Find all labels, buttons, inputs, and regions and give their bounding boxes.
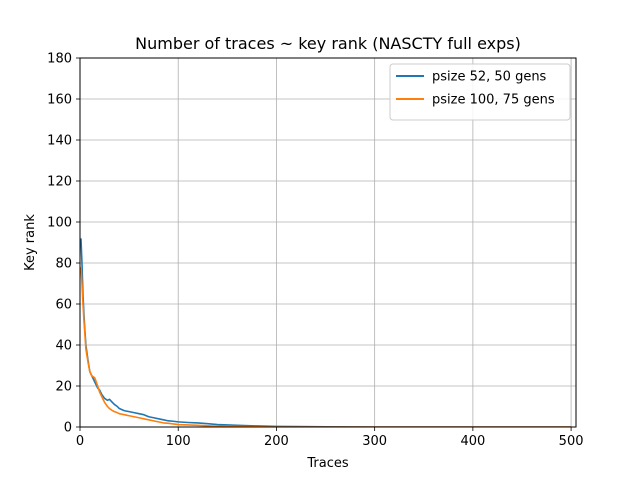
y-tick-label: 60: [55, 298, 72, 313]
y-tick-label: 160: [47, 93, 72, 108]
x-tick-label: 400: [460, 434, 485, 449]
x-tick-label: 500: [559, 434, 584, 449]
y-tick-label: 0: [64, 421, 72, 436]
y-tick-label: 20: [55, 380, 72, 395]
x-tick-label: 100: [166, 434, 191, 449]
chart-title: Number of traces ~ key rank (NASCTY full…: [135, 34, 521, 53]
y-tick-label: 100: [47, 216, 72, 231]
legend-box: [389, 63, 571, 121]
legend-entry: psize 100, 75 gens: [432, 93, 555, 108]
y-axis-label: Key rank: [23, 214, 38, 271]
y-tick-label: 120: [47, 175, 72, 190]
y-tick-label: 180: [47, 52, 72, 67]
plot-frame: [79, 57, 577, 428]
legend: psize 52, 50 gens psize 100, 75 gens: [389, 63, 571, 121]
ticks: 0 100 200 300 400 500 0 20 40 60 80 100 120 140 160 180: [47, 52, 583, 450]
legend-entry: psize 52, 50 gens: [432, 70, 547, 85]
x-tick-label: 0: [76, 434, 84, 449]
x-tick-label: 300: [362, 434, 387, 449]
x-tick-label: 200: [264, 434, 289, 449]
y-tick-label: 40: [55, 339, 72, 354]
x-axis-label: Traces: [306, 456, 348, 471]
y-tick-label: 140: [47, 134, 72, 149]
y-tick-label: 80: [55, 257, 72, 272]
